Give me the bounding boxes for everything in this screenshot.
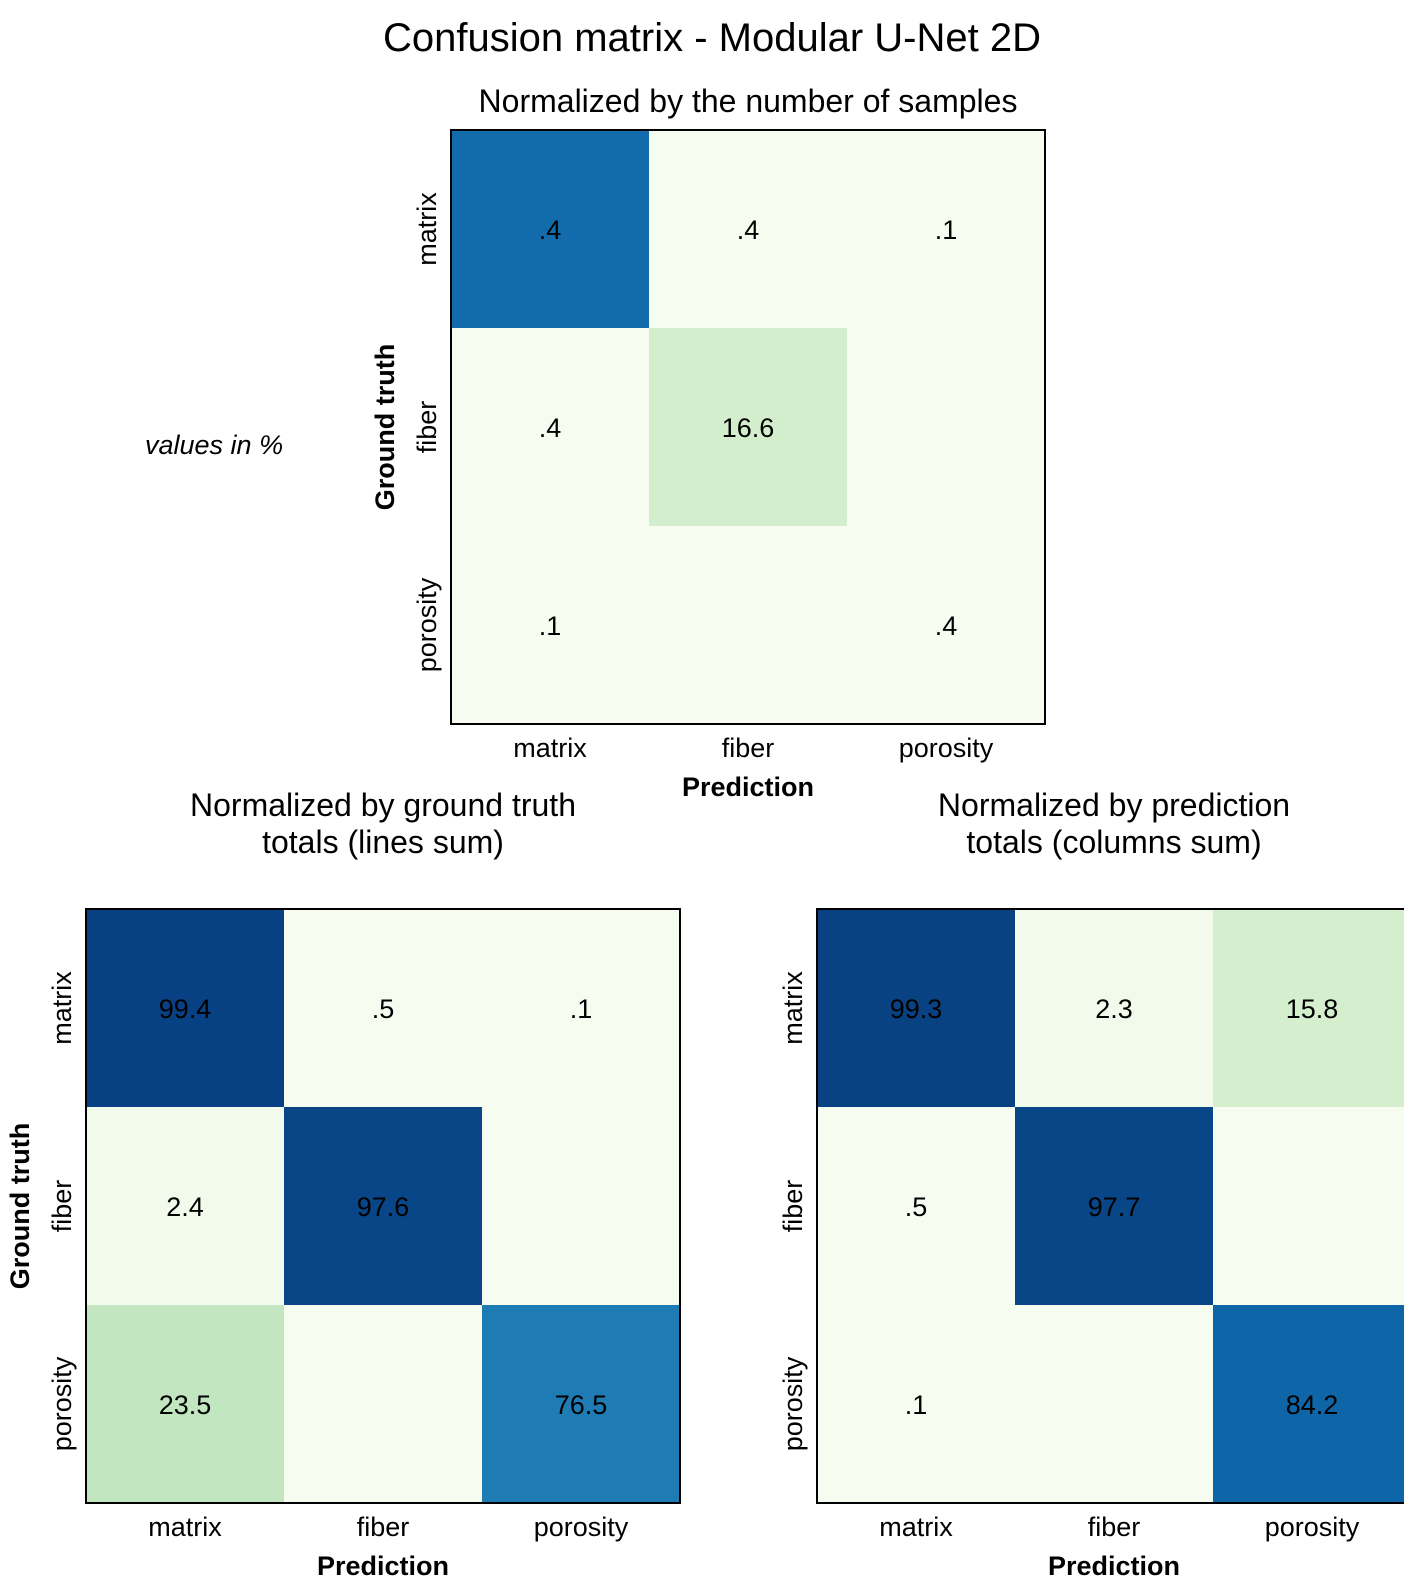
cell-porosity-matrix (817, 1305, 1016, 1504)
x-tick-label-fiber: fiber (722, 733, 775, 763)
y-tick-label-matrix: matrix (412, 192, 442, 266)
x-tick-label-matrix: matrix (513, 733, 587, 763)
cell-matrix-matrix (451, 130, 650, 329)
cell-value-label: 16.6 (722, 413, 775, 443)
cell-fiber-matrix (451, 328, 650, 527)
cell-porosity-porosity (482, 1305, 681, 1504)
heatmap-title: Normalized by the number of samples (479, 83, 1018, 119)
cell-value-label: 23.5 (159, 1390, 212, 1420)
x-tick-label-porosity: porosity (899, 733, 994, 763)
cell-matrix-fiber (284, 909, 483, 1108)
cell-value-label: 99.4 (159, 994, 212, 1024)
cell-value-label: .4 (539, 215, 562, 245)
cell-porosity-porosity (1213, 1305, 1404, 1504)
cell-porosity-fiber (649, 526, 848, 725)
figure-title: Confusion matrix - Modular U-Net 2D (383, 16, 1041, 60)
cell-porosity-fiber (284, 1305, 483, 1504)
cell-fiber-porosity (847, 328, 1046, 527)
cell-value-label: .1 (935, 215, 958, 245)
cell-matrix-matrix (817, 909, 1016, 1108)
y-tick-label-fiber: fiber (412, 401, 442, 454)
cell-value-label: 76.5 (555, 1390, 608, 1420)
cell-value-label: 84.2 (1286, 1390, 1339, 1420)
heatmap-title: Normalized by ground truth totals (lines … (190, 787, 576, 860)
heatmap-samples: Normalized by the number of samples .4 .4.… (370, 83, 1046, 802)
y-tick-label-matrix: matrix (778, 971, 808, 1045)
cell-value-label: .1 (570, 994, 593, 1024)
cell-value-label: .4 (539, 413, 562, 443)
cell-value-label: 15.8 (1286, 994, 1339, 1024)
cell-value-label: .5 (372, 994, 395, 1024)
y-tick-label-porosity: porosity (47, 1356, 77, 1451)
cell-porosity-fiber (1015, 1305, 1214, 1504)
y-tick-label-matrix: matrix (47, 971, 77, 1045)
cell-value-label: 2.3 (1095, 994, 1133, 1024)
cell-matrix-porosity (482, 909, 681, 1108)
y-tick-label-porosity: porosity (778, 1356, 808, 1451)
x-axis-label: Prediction (682, 772, 814, 802)
y-tick-label-fiber: fiber (47, 1180, 77, 1233)
cell-matrix-fiber (649, 130, 848, 329)
cell-porosity-porosity (847, 526, 1046, 725)
y-axis-label: Ground truth (370, 344, 400, 510)
cell-value-label: .4 (737, 215, 760, 245)
x-axis-label: Prediction (317, 1551, 449, 1581)
heatmap-frame (450, 129, 1046, 725)
x-tick-label-fiber: fiber (1088, 1512, 1141, 1542)
cell-fiber-matrix (817, 1107, 1016, 1306)
x-tick-label-porosity: porosity (534, 1512, 629, 1542)
cell-fiber-porosity (482, 1107, 681, 1306)
cell-fiber-fiber (1015, 1107, 1214, 1306)
cell-value-label: 97.7 (1088, 1192, 1141, 1222)
x-tick-label-porosity: porosity (1265, 1512, 1360, 1542)
charts-container: Normalized by the number of samples .4 .4.… (5, 83, 1404, 1581)
cell-value-label: 99.3 (890, 994, 943, 1024)
x-tick-label-matrix: matrix (148, 1512, 222, 1542)
heatmap-frame (816, 908, 1404, 1504)
x-axis-label: Prediction (1048, 1551, 1180, 1581)
y-tick-label-porosity: porosity (412, 577, 442, 672)
cell-porosity-matrix (86, 1305, 285, 1504)
cell-matrix-porosity (847, 130, 1046, 329)
x-tick-label-fiber: fiber (357, 1512, 410, 1542)
y-tick-label-fiber: fiber (778, 1180, 808, 1233)
cell-value-label: .5 (905, 1192, 928, 1222)
heatmap-title: Normalized by prediction totals (columns … (938, 787, 1290, 860)
heatmap-columns: Normalized by prediction totals (columns … (778, 787, 1404, 1581)
cell-matrix-porosity (1213, 909, 1404, 1108)
x-tick-label-matrix: matrix (879, 1512, 953, 1542)
heatmap-lines: Normalized by ground truth totals (lines … (5, 787, 681, 1581)
cell-value-label: .1 (539, 611, 562, 641)
values-unit-note: values in % (145, 430, 283, 460)
cell-porosity-matrix (451, 526, 650, 725)
cell-fiber-fiber (284, 1107, 483, 1306)
cell-fiber-fiber (649, 328, 848, 527)
cell-matrix-matrix (86, 909, 285, 1108)
cell-value-label: .4 (935, 611, 958, 641)
cell-fiber-matrix (86, 1107, 285, 1306)
heatmap-frame (85, 908, 681, 1504)
y-axis-label: Ground truth (5, 1123, 35, 1289)
cell-matrix-fiber (1015, 909, 1214, 1108)
cell-value-label: 97.6 (357, 1192, 410, 1222)
cell-value-label: .1 (905, 1390, 928, 1420)
cell-value-label: 2.4 (166, 1192, 204, 1222)
cell-fiber-porosity (1213, 1107, 1404, 1306)
